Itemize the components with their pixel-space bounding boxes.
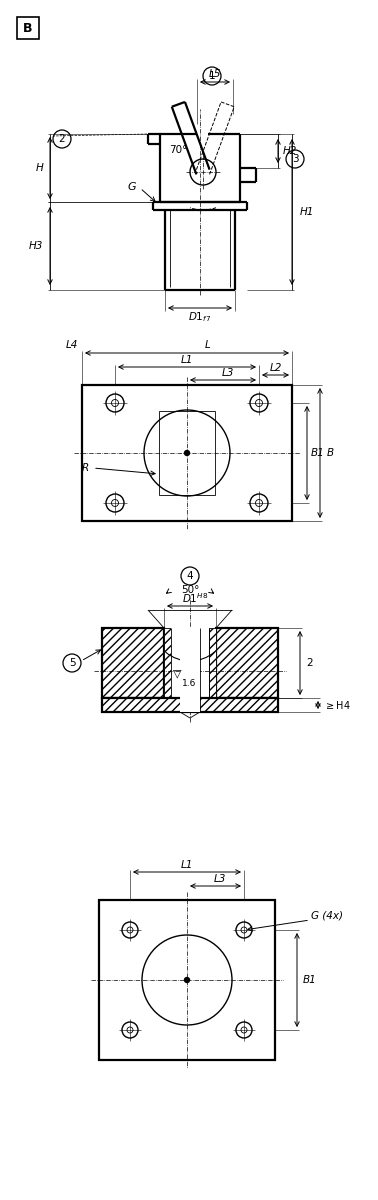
Bar (164, 628, 171, 698)
Text: B: B (327, 448, 334, 458)
Text: $D1_{f7}$: $D1_{f7}$ (188, 310, 212, 324)
Circle shape (184, 978, 189, 983)
Text: 70°: 70° (169, 145, 187, 155)
Text: $\geq$H4: $\geq$H4 (324, 698, 351, 710)
Text: 1.6: 1.6 (182, 678, 197, 688)
Text: L: L (205, 340, 211, 350)
Text: $\bigtriangledown$: $\bigtriangledown$ (172, 668, 182, 682)
Text: H: H (35, 163, 43, 173)
Text: 3: 3 (292, 154, 298, 164)
Text: B1: B1 (303, 974, 317, 985)
Text: H3: H3 (29, 241, 43, 251)
Text: L1: L1 (181, 860, 193, 870)
Text: G: G (128, 182, 136, 192)
Bar (216, 628, 278, 698)
Text: 50°: 50° (181, 584, 199, 595)
Text: B: B (23, 22, 33, 35)
Bar (102, 628, 164, 698)
Text: G (4x): G (4x) (311, 911, 343, 922)
Bar (180, 628, 200, 712)
Text: L3: L3 (222, 368, 234, 378)
Text: H2: H2 (283, 146, 297, 156)
Text: 2: 2 (59, 134, 65, 144)
Text: 5: 5 (69, 658, 75, 668)
Text: 2: 2 (306, 658, 313, 668)
Bar (209, 628, 216, 698)
Text: 1: 1 (209, 71, 215, 80)
Text: L5: L5 (209, 68, 221, 79)
Text: R: R (82, 463, 89, 473)
Text: L4: L4 (66, 340, 78, 350)
Text: $D1^{H8}$: $D1^{H8}$ (182, 592, 208, 605)
Text: H1: H1 (300, 206, 314, 217)
Text: L3: L3 (213, 874, 226, 884)
Circle shape (184, 450, 189, 456)
Text: L1: L1 (181, 355, 193, 365)
Text: L2: L2 (269, 362, 282, 373)
Text: B1: B1 (311, 448, 325, 458)
Bar (82, 385, 292, 521)
Bar (171, 628, 209, 698)
Bar (102, 698, 278, 712)
Bar (99, 900, 275, 1060)
Text: 4: 4 (187, 571, 193, 581)
Bar (159, 410, 215, 494)
